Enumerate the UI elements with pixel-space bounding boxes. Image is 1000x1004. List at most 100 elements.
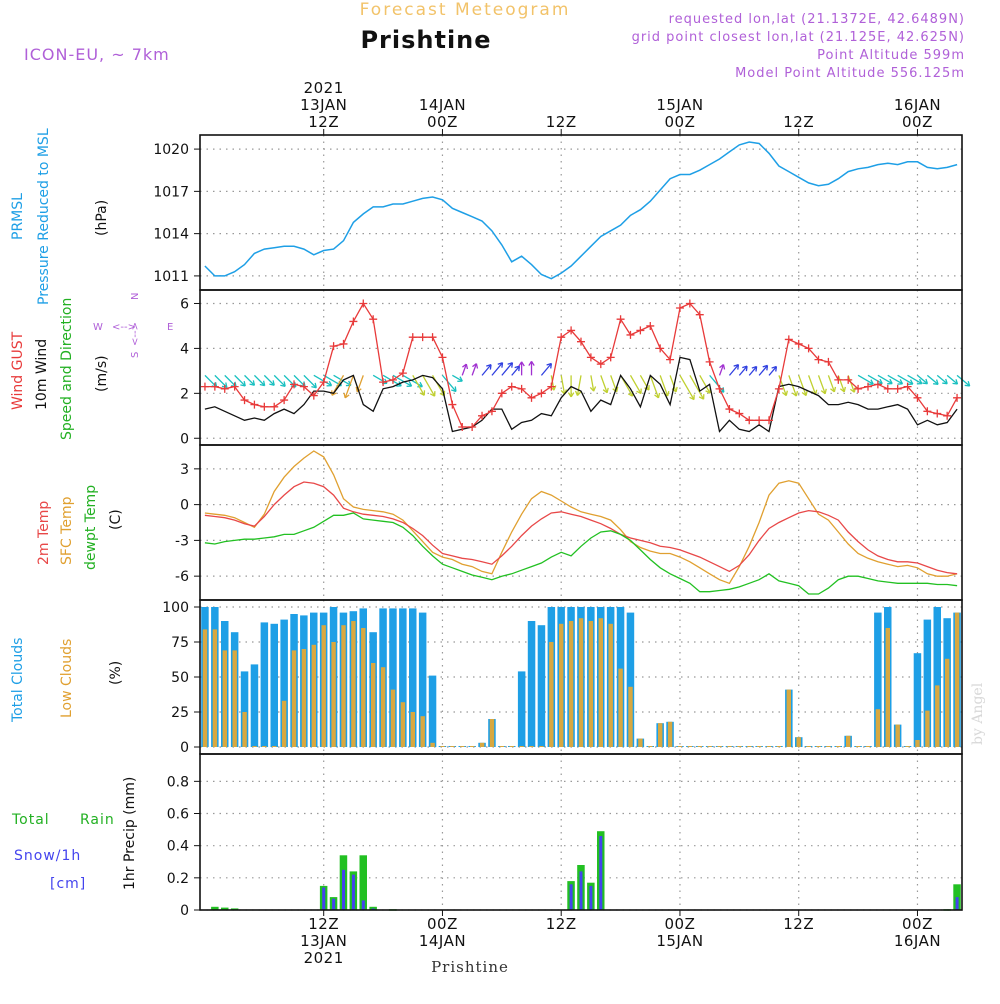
y-tick-label: 0 — [180, 498, 189, 514]
gust-marker — [933, 409, 942, 418]
low-cloud-bar — [351, 621, 356, 747]
low-cloud-bar — [222, 650, 227, 747]
wind-arrow — [639, 375, 650, 391]
wind-arrow — [887, 374, 903, 385]
low-cloud-bar — [588, 621, 594, 747]
y-tick-label: 100 — [162, 600, 189, 616]
total-cloud-bar — [389, 608, 397, 747]
gust-marker — [487, 407, 496, 416]
wind-arrow — [540, 363, 552, 376]
wind-arrow — [560, 375, 566, 395]
wind-arrow-head — [280, 381, 286, 387]
low-cloud-bar — [836, 746, 841, 747]
wind-arrow-head — [719, 364, 726, 370]
wind-arrow — [481, 364, 492, 376]
low-cloud-bar — [737, 746, 742, 747]
gust-marker — [685, 299, 694, 308]
snow-bar — [332, 898, 336, 910]
gust-marker — [230, 382, 239, 391]
panel-4: 0 0.2 0.4 0.6 0.8 — [167, 754, 962, 919]
gust-marker — [448, 400, 457, 409]
wind-arrow — [511, 365, 520, 376]
panel-0: 1011 1014 1017 1020 — [153, 135, 962, 290]
point-altitude: Point Altitude 599m — [817, 48, 965, 63]
prmsl-desc-label: Pressure Reduced to MSL — [36, 128, 52, 305]
low-cloud-bar — [826, 746, 831, 747]
gust-marker — [478, 411, 487, 420]
footer-location: Prishtine — [431, 958, 509, 976]
wind-arrow — [897, 374, 914, 385]
wind-arrow-head — [457, 376, 463, 382]
grid-point-coords: grid point closest lon,lat (21.125E, 42.… — [632, 30, 965, 45]
wind-arrow — [817, 375, 826, 394]
total-cloud-bar — [240, 671, 249, 747]
low-cloud-bar — [549, 642, 554, 747]
wind-arrow-head — [742, 365, 748, 372]
gust-marker — [953, 393, 962, 402]
snow-bar — [342, 869, 345, 910]
wind-arrow — [629, 375, 642, 394]
low-cloud-bar — [281, 700, 287, 747]
gust-marker — [309, 391, 318, 400]
total-cloud-bar — [250, 664, 259, 747]
total-cloud-bar — [270, 623, 278, 747]
y-tick-label: -6 — [175, 569, 189, 585]
gust-marker — [675, 303, 684, 312]
low-cloud-bar — [865, 746, 871, 747]
gust-markers — [200, 299, 962, 432]
time-label-bottom: 00Z — [427, 915, 458, 933]
low-cloud-bar — [727, 746, 732, 747]
wind-arrow — [689, 375, 705, 400]
low-cloud-bar — [341, 625, 346, 747]
gust-marker — [903, 382, 912, 391]
wind-arrow — [244, 374, 255, 386]
low-cloud-bar — [806, 746, 811, 747]
wind-arrow — [669, 375, 677, 393]
wind-arrow-head — [518, 361, 525, 367]
wind-arrow-head — [259, 380, 266, 387]
y-tick-label: 3 — [180, 462, 189, 478]
wind-arrow — [402, 374, 423, 388]
compass-rose: N W E S <--> <--> — [93, 293, 173, 358]
pressure-unit: (hPa) — [94, 200, 110, 236]
snow-unit-label: [cm] — [50, 876, 86, 892]
panel-bg — [200, 445, 962, 600]
gust-marker — [893, 384, 902, 393]
temp2m-label: 2m Temp — [36, 501, 52, 565]
gust-marker — [586, 353, 595, 362]
low-cloud-bar — [519, 746, 524, 747]
watermark: by Angel — [970, 682, 986, 745]
wind-arrow — [867, 374, 883, 385]
y-tick-label: 0 — [180, 431, 189, 447]
clouds-unit: (%) — [108, 661, 124, 685]
low-cloud-bar — [539, 746, 544, 747]
y-tick-label: 6 — [180, 296, 189, 312]
wind-arrow — [837, 375, 845, 393]
wind-arrow-head — [472, 363, 479, 369]
wind-arrow — [431, 375, 445, 397]
wind-arrow — [679, 375, 695, 400]
snow-bar — [955, 897, 959, 910]
y-tick-label: 50 — [171, 670, 189, 686]
low-cloud-bar — [915, 740, 920, 747]
gust-marker — [804, 344, 813, 353]
gust-marker — [408, 333, 417, 342]
gust-label: Wind GUST — [10, 331, 26, 410]
low-cloud-bar — [450, 746, 455, 747]
gust-marker — [814, 355, 823, 364]
wind-arrow-head — [419, 390, 426, 396]
wind-arrow-head — [507, 362, 514, 368]
time-label-bottom: 15JAN — [656, 932, 703, 950]
wind-arrow-head — [830, 386, 837, 393]
y-tick-label: 2 — [180, 386, 189, 402]
low-cloud-bar — [311, 644, 316, 747]
time-label-bottom: 12Z — [546, 915, 577, 933]
gust-marker — [715, 384, 724, 393]
cloud-labels: Total Clouds Low Clouds (%) — [10, 638, 124, 723]
y-tick-label: 0.2 — [167, 871, 189, 887]
wind-arrow — [461, 363, 467, 376]
time-label-bottom: 16JAN — [894, 932, 941, 950]
wind-arrow-head — [406, 381, 413, 387]
gust-marker — [557, 333, 566, 342]
wind-arrow — [471, 363, 478, 376]
